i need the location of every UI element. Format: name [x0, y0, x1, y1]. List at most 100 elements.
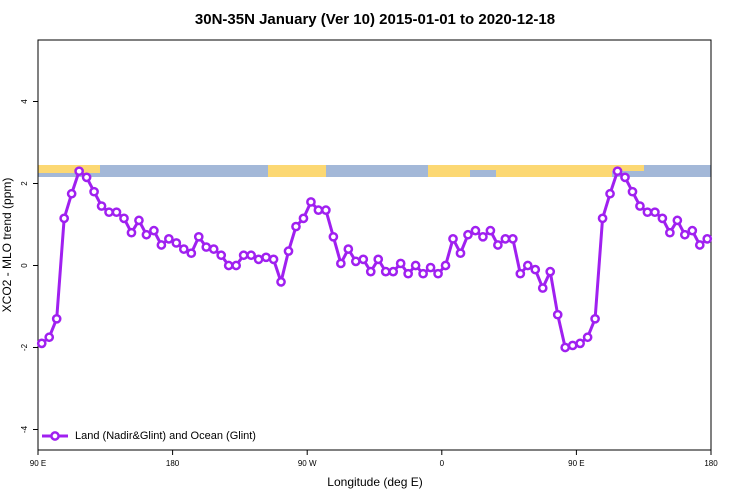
point — [485, 225, 496, 236]
point — [365, 266, 376, 277]
point — [134, 215, 144, 226]
point — [403, 268, 413, 279]
point — [687, 225, 698, 236]
point — [141, 229, 152, 240]
point — [291, 221, 301, 232]
point — [590, 313, 600, 324]
point — [440, 260, 451, 271]
point — [104, 207, 114, 218]
plot-frame — [37, 39, 712, 451]
point — [343, 244, 354, 254]
point — [388, 266, 399, 277]
point — [575, 338, 585, 349]
point — [261, 252, 271, 263]
point — [650, 207, 660, 218]
point — [507, 234, 518, 244]
point — [657, 213, 668, 224]
x-tick-label: 180 — [166, 459, 180, 468]
point — [126, 227, 137, 238]
point — [171, 238, 182, 248]
legend-marker — [50, 431, 60, 441]
point — [51, 313, 62, 324]
point — [545, 266, 556, 277]
legend-label: Land (Nadir&Glint) and Ocean (Glint) — [75, 430, 256, 442]
y-tick-label: -4 — [20, 425, 29, 433]
point — [306, 197, 316, 207]
y-axis-label: XCO2 - MLO trend (ppm) — [0, 178, 14, 313]
point — [522, 260, 533, 271]
point — [223, 260, 234, 271]
point — [380, 266, 391, 277]
point — [119, 213, 129, 224]
point — [597, 213, 608, 224]
y-tick-label: 2 — [20, 181, 29, 186]
point — [493, 240, 503, 250]
land-band — [428, 165, 470, 177]
point — [425, 262, 436, 273]
point — [560, 342, 571, 353]
point — [36, 338, 47, 349]
point — [44, 332, 55, 343]
point — [96, 201, 107, 211]
land-band — [496, 165, 612, 177]
point — [298, 213, 309, 224]
point — [321, 205, 331, 215]
x-tick-label: 90 E — [568, 459, 584, 468]
point — [313, 205, 324, 215]
point — [635, 201, 645, 211]
point — [358, 254, 369, 265]
point — [478, 231, 488, 242]
point — [500, 234, 511, 244]
point — [642, 207, 653, 218]
point — [193, 231, 204, 242]
point — [537, 283, 548, 293]
point — [276, 277, 286, 287]
land-band — [38, 165, 100, 173]
x-tick-label: 90 W — [298, 459, 317, 468]
y-tick-label: 0 — [20, 263, 29, 268]
point — [448, 234, 458, 244]
point — [350, 256, 361, 267]
point — [605, 188, 615, 199]
point — [433, 268, 443, 279]
point — [410, 260, 421, 271]
point — [208, 244, 219, 254]
point — [231, 260, 242, 271]
point — [515, 268, 526, 279]
point — [470, 225, 481, 236]
land-band — [612, 165, 644, 171]
point — [238, 250, 249, 261]
point — [156, 240, 167, 250]
point — [665, 227, 675, 238]
point — [253, 254, 264, 265]
land-band — [268, 165, 326, 177]
y-tick-label: -2 — [20, 343, 29, 351]
point — [59, 213, 70, 224]
point — [164, 234, 174, 244]
point — [627, 186, 638, 197]
point — [81, 172, 92, 183]
point — [552, 309, 563, 320]
point — [463, 229, 473, 240]
point — [612, 166, 623, 177]
chart-title: 30N-35N January (Ver 10) 2015-01-01 to 2… — [195, 11, 555, 28]
point — [66, 188, 77, 199]
point — [328, 231, 339, 242]
point — [89, 186, 99, 197]
point — [268, 254, 279, 265]
point — [178, 244, 189, 254]
land-band — [470, 165, 496, 170]
point — [672, 215, 683, 226]
point — [530, 264, 541, 275]
x-tick-label: 90 E — [30, 459, 46, 468]
point — [149, 225, 159, 236]
point — [74, 166, 84, 177]
point — [395, 258, 406, 269]
point — [702, 234, 713, 244]
point — [418, 268, 428, 279]
point — [567, 340, 578, 351]
point — [111, 207, 122, 218]
point — [679, 229, 690, 240]
point — [336, 258, 346, 269]
